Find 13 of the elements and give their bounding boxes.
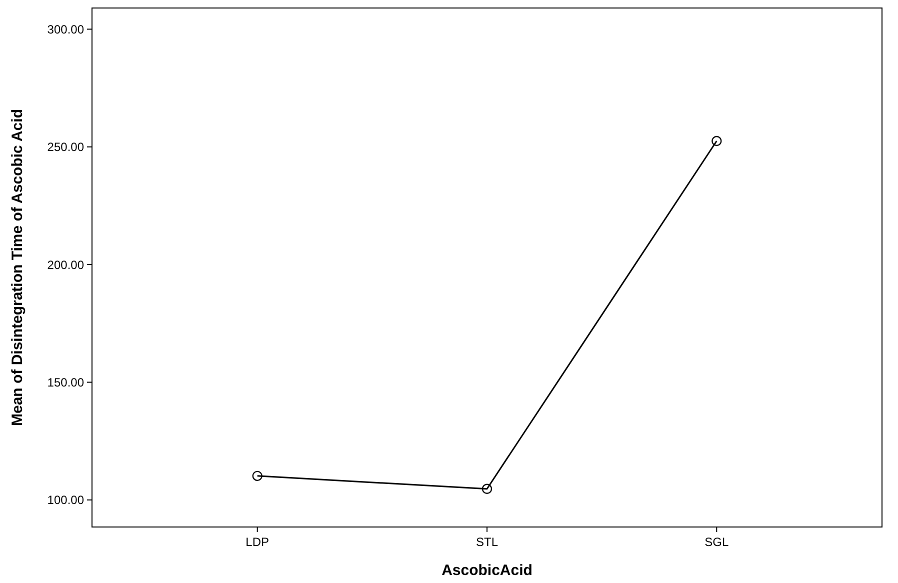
point	[482, 484, 492, 494]
x-axis-title: AscobicAcid	[442, 562, 532, 579]
y-tick-label: 250.00	[47, 140, 84, 154]
y-axis-title: Mean of Disintegration Time of Ascobic Acid	[9, 109, 26, 426]
x-tick-label: SGL	[704, 535, 729, 549]
y-tick-label: 300.00	[47, 22, 84, 36]
x-tick-label: LDP	[246, 535, 270, 549]
x-tick-label: STL	[476, 535, 498, 549]
y-tick-label: 100.00	[47, 493, 84, 508]
y-tick-label: 200.00	[47, 258, 84, 272]
y-tick-label: 150.00	[47, 375, 84, 390]
point	[252, 470, 262, 482]
point	[712, 136, 722, 146]
